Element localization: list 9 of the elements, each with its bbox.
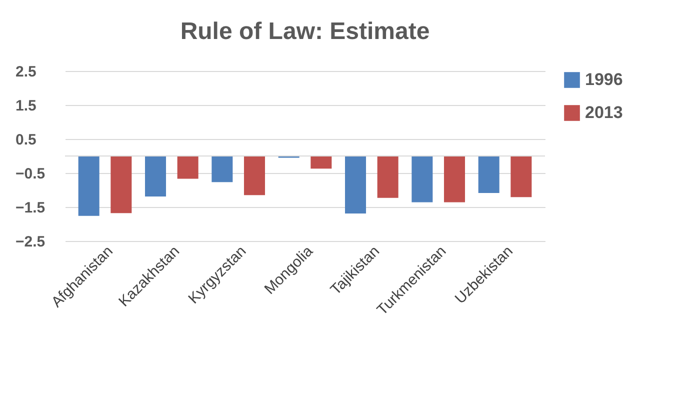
legend-label: 2013 (585, 103, 623, 122)
y-tick-label: −0.5 (16, 166, 46, 182)
y-tick-label: −2.5 (16, 234, 46, 250)
chart-title: Rule of Law: Estimate (180, 18, 430, 45)
y-tick-label: −1.5 (16, 200, 46, 216)
legend-label: 1996 (585, 70, 623, 89)
y-tick-label: 0.5 (16, 132, 36, 148)
y-tick-label: 2.5 (16, 64, 36, 80)
y-tick-label: 1.5 (16, 98, 36, 114)
